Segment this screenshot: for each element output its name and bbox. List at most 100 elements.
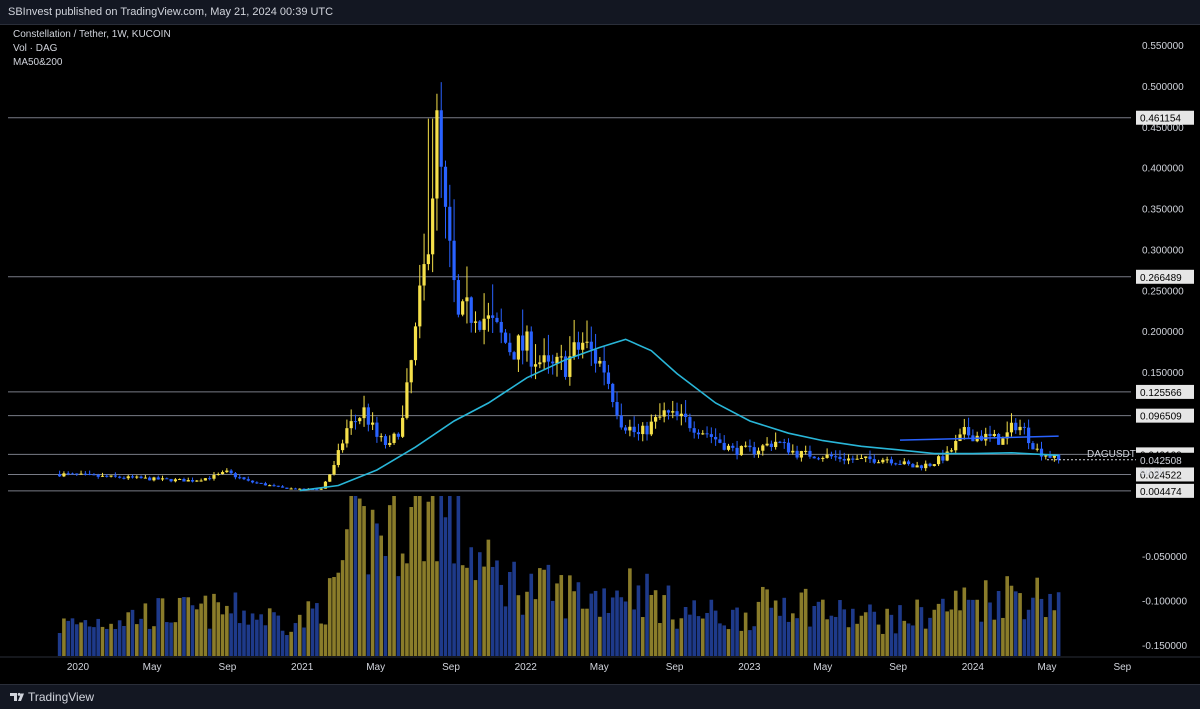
candle-body (452, 240, 456, 281)
candle-body (705, 433, 709, 435)
candle-body (997, 433, 1001, 445)
volume-bar (576, 582, 581, 656)
candle-body (954, 441, 958, 451)
volume-bar (400, 553, 405, 656)
y-tick-label: -0.100000 (1142, 597, 1187, 608)
candle-body (662, 410, 666, 417)
volume-bar (700, 618, 705, 656)
volume-bar (786, 621, 791, 656)
candle-body (216, 474, 220, 476)
volume-bar (670, 619, 675, 656)
volume-bar (413, 496, 418, 656)
volume-bar (748, 630, 752, 656)
candle-body (122, 477, 126, 479)
volume-bar (1035, 577, 1039, 656)
volume-bar (816, 601, 821, 656)
candle-body (58, 474, 62, 477)
volume-bar (465, 567, 469, 656)
volume-bar (366, 574, 371, 656)
candle-body (778, 441, 782, 443)
volume-bar (160, 598, 165, 656)
price-label: 0.004474 (1140, 487, 1182, 498)
price-label-box (1136, 408, 1194, 423)
candle-body (431, 198, 435, 255)
volume-bar (1039, 598, 1044, 656)
volume-bar (405, 563, 409, 656)
volume-bar (199, 603, 203, 656)
volume-bar (165, 622, 169, 656)
volume-bar (902, 620, 907, 656)
volume-bar (126, 612, 131, 656)
candle-body (521, 335, 525, 351)
volume-bar (495, 560, 499, 656)
volume-bar (117, 620, 122, 656)
candle-body (606, 372, 611, 384)
candle-body (769, 443, 773, 448)
candle-body (988, 433, 992, 437)
volume-bar (953, 590, 958, 656)
volume-bar (289, 631, 293, 656)
candle-body (739, 445, 743, 456)
candle-body (336, 450, 340, 466)
volume-bar (207, 628, 212, 656)
candle-body (272, 485, 276, 487)
volume-bar (752, 626, 757, 656)
volume-bar (417, 496, 422, 656)
candle-body (585, 341, 589, 343)
volume-bar (692, 600, 696, 656)
volume-bar (606, 612, 611, 656)
volume-bar (906, 623, 911, 656)
candle-body (409, 360, 413, 383)
volume-bar (838, 600, 842, 656)
candle-body (838, 456, 842, 459)
y-tick-label: -0.050000 (1142, 552, 1187, 563)
candle-body (332, 465, 336, 475)
volume-bar (443, 517, 448, 656)
volume-bar (512, 561, 516, 656)
volume-bar (962, 587, 967, 656)
candle-body (615, 402, 619, 416)
candle-body (623, 427, 628, 431)
volume-bar (996, 590, 1001, 656)
candle-body (173, 479, 177, 482)
candle-body (302, 488, 306, 490)
volume-bar (447, 496, 452, 656)
x-tick-label: May (813, 662, 832, 673)
volume-bar (782, 597, 787, 656)
candle-body (113, 475, 117, 477)
candle-body (864, 456, 868, 458)
price-label-box (1136, 269, 1194, 284)
candle-body (872, 459, 876, 463)
candle-body (834, 456, 838, 458)
volume-bar (310, 608, 315, 656)
legend-symbol: Constellation / Tether, 1W, KUCOIN (13, 29, 171, 40)
symbol-label: DAGUSDT (1087, 449, 1136, 460)
chart-svg[interactable]: 0.550000 0.500000 0.450000 0.400000 0.350000… (0, 24, 1200, 684)
candle-body (401, 417, 405, 437)
volume-bar (225, 605, 229, 656)
candle-body (709, 434, 713, 437)
candle-body (563, 356, 568, 377)
volume-bar (182, 597, 186, 656)
candle-body (641, 425, 645, 435)
volume-bar (580, 608, 585, 656)
volume-bar (598, 616, 602, 656)
candle-body (795, 450, 799, 458)
candle-body (649, 421, 653, 435)
volume-bar (975, 599, 979, 656)
candle-body (315, 489, 319, 491)
candle-body (576, 342, 581, 350)
volume-bar (379, 535, 383, 656)
candle-body (182, 479, 186, 482)
price-label: 0.266489 (1140, 273, 1182, 284)
volume-bar (538, 568, 542, 656)
volume-bar (1005, 576, 1009, 656)
volume-bar (396, 576, 401, 656)
volume-bar (550, 600, 555, 656)
x-tick-label: May (1038, 662, 1057, 673)
volume-bar (572, 591, 576, 656)
volume-bar (932, 609, 937, 656)
volume-bar (152, 626, 156, 656)
chart-area[interactable]: 0.550000 0.500000 0.450000 0.400000 0.350000… (0, 24, 1200, 684)
candle-body (486, 315, 490, 319)
